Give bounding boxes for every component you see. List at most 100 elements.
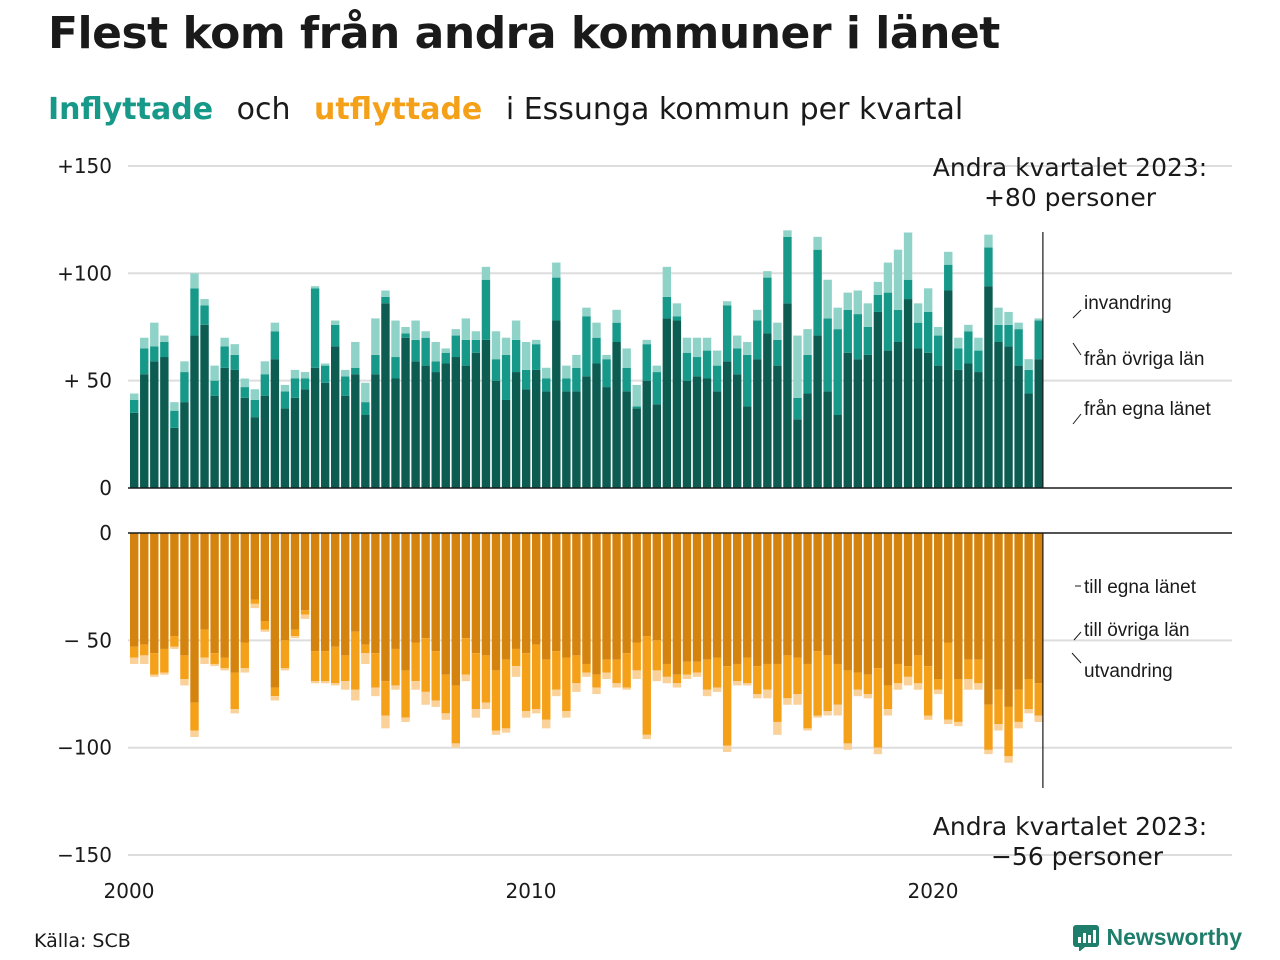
bar-segment-utflyttade	[974, 533, 983, 660]
bar-segment-inflyttade	[130, 412, 139, 488]
bar-segment-inflyttade	[381, 290, 390, 297]
bar-segment-utflyttade	[572, 655, 581, 684]
bar-segment-inflyttade	[150, 322, 159, 347]
bar-segment-inflyttade	[1004, 324, 1013, 347]
bar-segment-utflyttade	[391, 648, 400, 686]
bar-segment-inflyttade	[562, 391, 571, 488]
bar-segment-utflyttade	[431, 533, 440, 652]
bar-segment-utflyttade	[501, 728, 511, 733]
bar-segment-inflyttade	[1004, 311, 1013, 325]
bar-segment-inflyttade	[833, 307, 842, 330]
bar-segment-utflyttade	[491, 670, 501, 731]
bar-segment-utflyttade	[763, 689, 772, 699]
bar-segment-inflyttade	[140, 337, 149, 349]
bar-segment-inflyttade	[401, 333, 410, 338]
bar-segment-inflyttade	[813, 335, 822, 488]
segment-label-bottom: till övriga län	[1084, 620, 1190, 641]
bar-segment-utflyttade	[944, 642, 953, 720]
bar-segment-utflyttade	[883, 533, 893, 686]
bar-segment-inflyttade	[200, 299, 209, 306]
bar-segment-inflyttade	[913, 348, 923, 488]
bar-segment-utflyttade	[954, 533, 963, 679]
bar-segment-utflyttade	[160, 648, 169, 673]
bar-segment-inflyttade	[361, 402, 370, 416]
bar-segment-inflyttade	[220, 337, 229, 347]
bar-segment-utflyttade	[401, 717, 410, 722]
bar-segment-inflyttade	[381, 296, 390, 304]
x-tick-label: 2020	[908, 879, 959, 903]
bar-segment-utflyttade	[381, 533, 390, 682]
bar-segment-utflyttade	[682, 674, 692, 679]
bar-segment-inflyttade	[783, 303, 792, 488]
bar-segment-inflyttade	[1014, 322, 1023, 330]
bar-segment-inflyttade	[190, 335, 199, 488]
bar-segment-inflyttade	[843, 352, 852, 488]
segment-label-top: från egna länet	[1084, 399, 1211, 420]
bar-segment-inflyttade	[511, 372, 521, 488]
bar-segment-inflyttade	[944, 251, 953, 265]
bar-segment-utflyttade	[994, 689, 1003, 725]
bar-segment-inflyttade	[803, 329, 812, 355]
bar-segment-utflyttade	[250, 599, 259, 604]
bar-segment-inflyttade	[552, 262, 561, 278]
bar-segment-inflyttade	[290, 378, 300, 398]
bar-segment-utflyttade	[873, 747, 883, 755]
bar-segment-utflyttade	[954, 721, 963, 727]
bar-segment-inflyttade	[421, 331, 430, 338]
bar-segment-utflyttade	[280, 668, 290, 671]
bar-segment-utflyttade	[471, 653, 481, 710]
bar-segment-inflyttade	[702, 378, 712, 488]
leader-line	[1071, 652, 1082, 664]
bar-segment-utflyttade	[793, 533, 802, 658]
bar-segment-utflyttade	[612, 659, 621, 684]
bar-segment-utflyttade	[1004, 533, 1013, 707]
bar-segment-inflyttade	[883, 292, 893, 351]
bar-segment-inflyttade	[441, 363, 450, 488]
segment-label-bottom: till egna länet	[1084, 577, 1197, 598]
bar-segment-utflyttade	[823, 655, 832, 712]
bar-segment-utflyttade	[401, 670, 410, 718]
bar-segment-inflyttade	[642, 344, 651, 381]
bar-segment-inflyttade	[391, 357, 400, 379]
bar-segment-utflyttade	[773, 721, 782, 735]
bar-segment-inflyttade	[853, 359, 862, 488]
bar-segment-inflyttade	[310, 367, 320, 488]
bar-segment-utflyttade	[793, 657, 802, 695]
bar-segment-inflyttade	[421, 365, 430, 488]
bar-segment-utflyttade	[200, 629, 209, 658]
bar-segment-utflyttade	[280, 640, 290, 669]
bar-segment-inflyttade	[632, 384, 641, 407]
bar-segment-utflyttade	[552, 533, 561, 652]
bar-segment-inflyttade	[461, 365, 471, 488]
bar-segment-inflyttade	[602, 354, 611, 360]
bar-segment-utflyttade	[310, 533, 320, 652]
bar-segment-utflyttade	[371, 533, 380, 654]
bar-segment-inflyttade	[823, 279, 832, 319]
bar-segment-utflyttade	[592, 674, 601, 688]
bar-segment-inflyttade	[351, 367, 360, 375]
bar-segment-utflyttade	[642, 636, 651, 735]
bar-segment-utflyttade	[270, 687, 280, 697]
bar-segment-utflyttade	[803, 663, 812, 729]
bar-segment-inflyttade	[220, 346, 229, 368]
bar-segment-utflyttade	[521, 653, 531, 712]
bar-segment-utflyttade	[632, 533, 641, 643]
bar-segment-utflyttade	[170, 533, 179, 637]
bar-segment-inflyttade	[763, 277, 772, 334]
bar-segment-utflyttade	[994, 533, 1003, 690]
bar-segment-inflyttade	[341, 395, 350, 488]
x-tick-label: 2000	[104, 879, 155, 903]
bar-segment-inflyttade	[521, 369, 531, 390]
bar-segment-inflyttade	[170, 402, 179, 411]
bar-segment-utflyttade	[672, 683, 682, 688]
bar-segment-utflyttade	[361, 644, 370, 654]
bar-segment-utflyttade	[200, 533, 209, 630]
bar-segment-utflyttade	[823, 533, 832, 656]
bar-segment-inflyttade	[501, 337, 511, 355]
subtitle-utflyttade: utflyttade	[314, 92, 483, 127]
bar-segment-inflyttade	[140, 348, 149, 375]
bar-segment-inflyttade	[873, 294, 883, 312]
bar-segment-utflyttade	[572, 533, 581, 656]
bar-segment-inflyttade	[521, 389, 531, 488]
bar-segment-utflyttade	[893, 533, 903, 664]
